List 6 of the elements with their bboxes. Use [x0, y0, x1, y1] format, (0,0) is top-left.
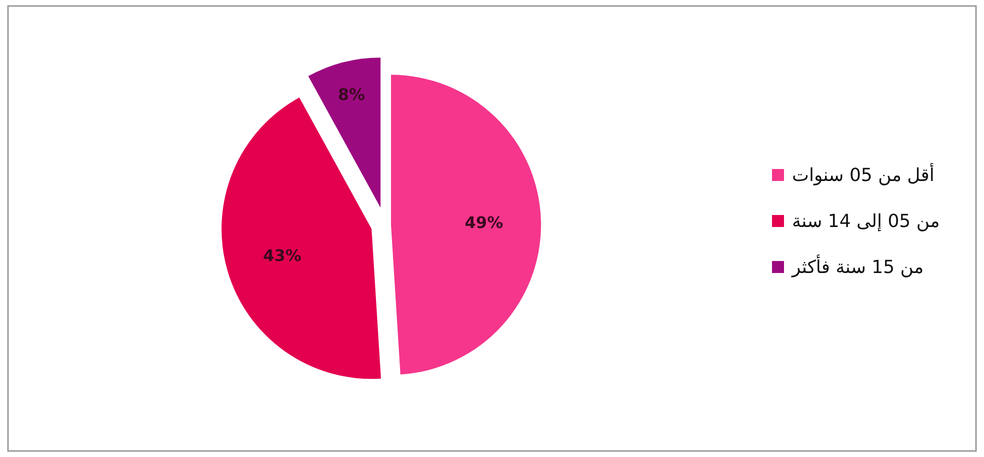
data-label: 8% [338, 85, 366, 104]
data-label: 49% [464, 212, 504, 232]
legend-label: من 15 سنة فأكثر [791, 254, 924, 278]
data-label: 43% [263, 246, 302, 265]
legend-label: من 05 إلى 14 سنة [792, 211, 940, 232]
legend-label: أقل من 05 سنوات [792, 163, 934, 186]
